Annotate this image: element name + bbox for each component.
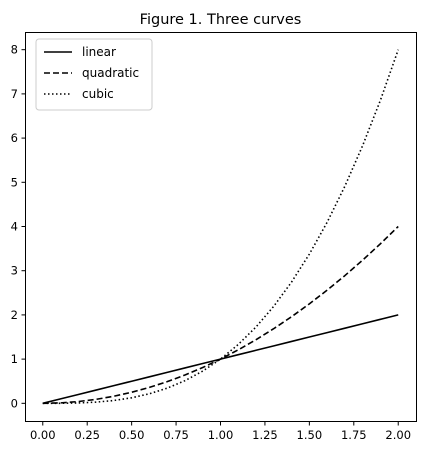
legend: linear quadratic cubic [35, 38, 153, 111]
x-tick-label: 1.50 [297, 428, 323, 442]
x-tick-label: 1.25 [252, 428, 278, 442]
y-tick-label: 7 [11, 87, 18, 101]
x-tick-label: 0.25 [74, 428, 100, 442]
y-tick-label: 3 [11, 264, 18, 278]
series-layer [42, 49, 399, 405]
legend-label-quadratic: quadratic [82, 66, 139, 80]
y-tick-label: 2 [11, 308, 18, 322]
y-tick-label: 0 [11, 396, 18, 410]
legend-label-cubic: cubic [82, 87, 114, 101]
y-tick-label: 1 [11, 352, 18, 366]
x-tick-label: 0.00 [30, 428, 56, 442]
y-tick-label: 8 [11, 43, 18, 57]
chart-title: Figure 1. Three curves [140, 12, 302, 28]
x-axis: 0.00 0.25 0.50 0.75 1.00 1.25 1.50 1.75 2.00 [30, 421, 411, 442]
legend-label-linear: linear [82, 45, 116, 59]
series-line-quadratic [42, 225, 399, 405]
y-tick-label: 5 [11, 175, 18, 189]
x-tick-label: 1.00 [208, 428, 234, 442]
legend-box [35, 38, 153, 111]
x-tick-label: 0.75 [163, 428, 189, 442]
y-tick-label: 6 [11, 131, 18, 145]
x-tick-label: 1.75 [341, 428, 367, 442]
x-tick-label: 2.00 [385, 428, 411, 442]
series-line-cubic [42, 49, 399, 405]
x-tick-label: 0.50 [119, 428, 145, 442]
y-tick-label: 4 [11, 220, 18, 234]
y-axis: 0 1 2 3 4 5 6 7 8 [11, 43, 26, 410]
